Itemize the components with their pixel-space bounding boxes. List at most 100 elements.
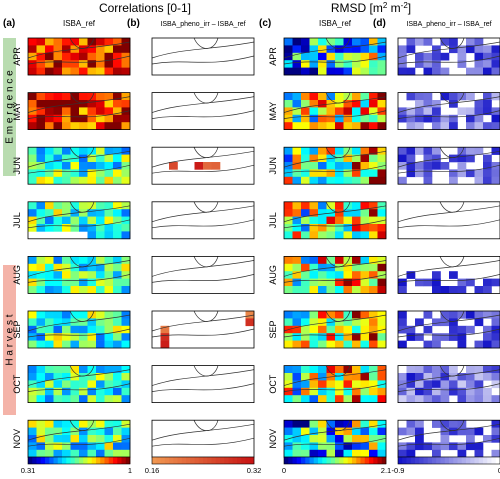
grid-cell (440, 333, 450, 341)
grid-cell (343, 420, 353, 428)
grid-cell (284, 176, 293, 185)
colorbar-segment (402, 457, 407, 464)
grid-cell (343, 45, 353, 54)
grid-cell (211, 162, 221, 170)
colorbar-segment (117, 457, 122, 464)
grid-cell (121, 427, 131, 436)
grid-cell (335, 169, 344, 178)
grid-cell (360, 45, 370, 54)
grid-cell (301, 176, 310, 185)
grid-cell (369, 263, 378, 272)
month-label: MAY (268, 102, 278, 121)
boundary-line (397, 260, 500, 277)
grid-cell (352, 387, 361, 396)
grid-cell (36, 278, 46, 287)
grid-cell (79, 176, 88, 185)
grid-cell (121, 286, 131, 294)
colorbar-segment (224, 457, 229, 464)
grid-cell (318, 373, 327, 381)
grid-cell (96, 209, 105, 217)
grid-cell (406, 271, 416, 279)
grid-cell (406, 333, 416, 341)
grid-cell (491, 45, 500, 54)
grid-cell (369, 271, 378, 279)
grid-cell (343, 333, 353, 341)
grid-cell (62, 169, 71, 178)
boundary-line (397, 150, 500, 168)
grid-cell (474, 395, 484, 403)
grid-cell (301, 38, 310, 46)
colorbar-segment (177, 457, 183, 464)
colorbar-min-label: 0.16 (145, 466, 160, 475)
grid-cell (28, 387, 37, 396)
grid-cell (491, 67, 500, 76)
grid-cell (415, 162, 424, 170)
grid-cell (45, 216, 54, 225)
grid-cell (352, 38, 361, 46)
grid-cell (53, 67, 63, 76)
colorbar-segment (96, 457, 101, 464)
grid-cell (309, 325, 319, 334)
colorbar-segment (83, 457, 88, 464)
grid-cell (343, 162, 353, 170)
grid-cell (483, 278, 492, 287)
grid-cell (292, 60, 302, 68)
grid-cell (113, 67, 122, 76)
grid-cell (369, 100, 378, 108)
grid-cell (398, 442, 407, 451)
grid-cell (423, 52, 433, 61)
grid-cell (113, 380, 122, 389)
grid-cell (352, 67, 361, 76)
grid-cell (45, 147, 54, 155)
grid-cell (87, 333, 97, 341)
grid-cell (45, 373, 54, 381)
grid-cell (343, 107, 353, 116)
grid-cell (96, 340, 105, 349)
grid-cell (121, 38, 131, 46)
grid-cell (284, 147, 293, 155)
grid-cell (36, 435, 46, 443)
grid-cell (406, 442, 416, 451)
map-panel: OCT (12, 365, 131, 404)
panel-frame (397, 255, 500, 294)
grid-cell (483, 154, 492, 163)
boundary-line (283, 314, 387, 332)
grid-cell (457, 420, 467, 428)
grid-cell (326, 169, 336, 178)
grid-cell (62, 442, 71, 451)
boundary-line (439, 37, 465, 49)
colorbar-segment (483, 457, 488, 464)
grid-cell (360, 154, 370, 163)
grid-cell (491, 162, 500, 170)
boundary-line (283, 96, 387, 113)
grid-cell (318, 325, 327, 334)
grid-cell (343, 373, 353, 381)
harvest-band (3, 265, 16, 415)
grid-cell (449, 286, 458, 294)
grid-cell (423, 100, 433, 108)
colorbar-segment (87, 457, 93, 464)
grid-cell (423, 380, 433, 389)
grid-cell (406, 147, 416, 155)
grid-cell (343, 224, 353, 232)
grid-cell (292, 325, 302, 334)
grid-cell (335, 60, 344, 68)
grid-cell (423, 325, 433, 334)
grid-cell (406, 365, 416, 374)
grid-cell (284, 387, 293, 396)
grid-cell (292, 52, 302, 61)
colorbar-segment (461, 457, 467, 464)
grid-cell (70, 380, 80, 389)
grid-cell (352, 60, 361, 68)
grid-cell (284, 100, 293, 108)
grid-cell (352, 311, 361, 319)
colorbar-segment (449, 457, 454, 464)
grid-cell (245, 318, 255, 327)
grid-cell (62, 154, 71, 163)
grid-cell (483, 52, 492, 61)
grid-cell (318, 176, 327, 185)
grid-cell (28, 278, 37, 287)
month-label: NOV (12, 429, 22, 449)
grid-cell (292, 442, 302, 451)
grid-cell (369, 52, 378, 61)
